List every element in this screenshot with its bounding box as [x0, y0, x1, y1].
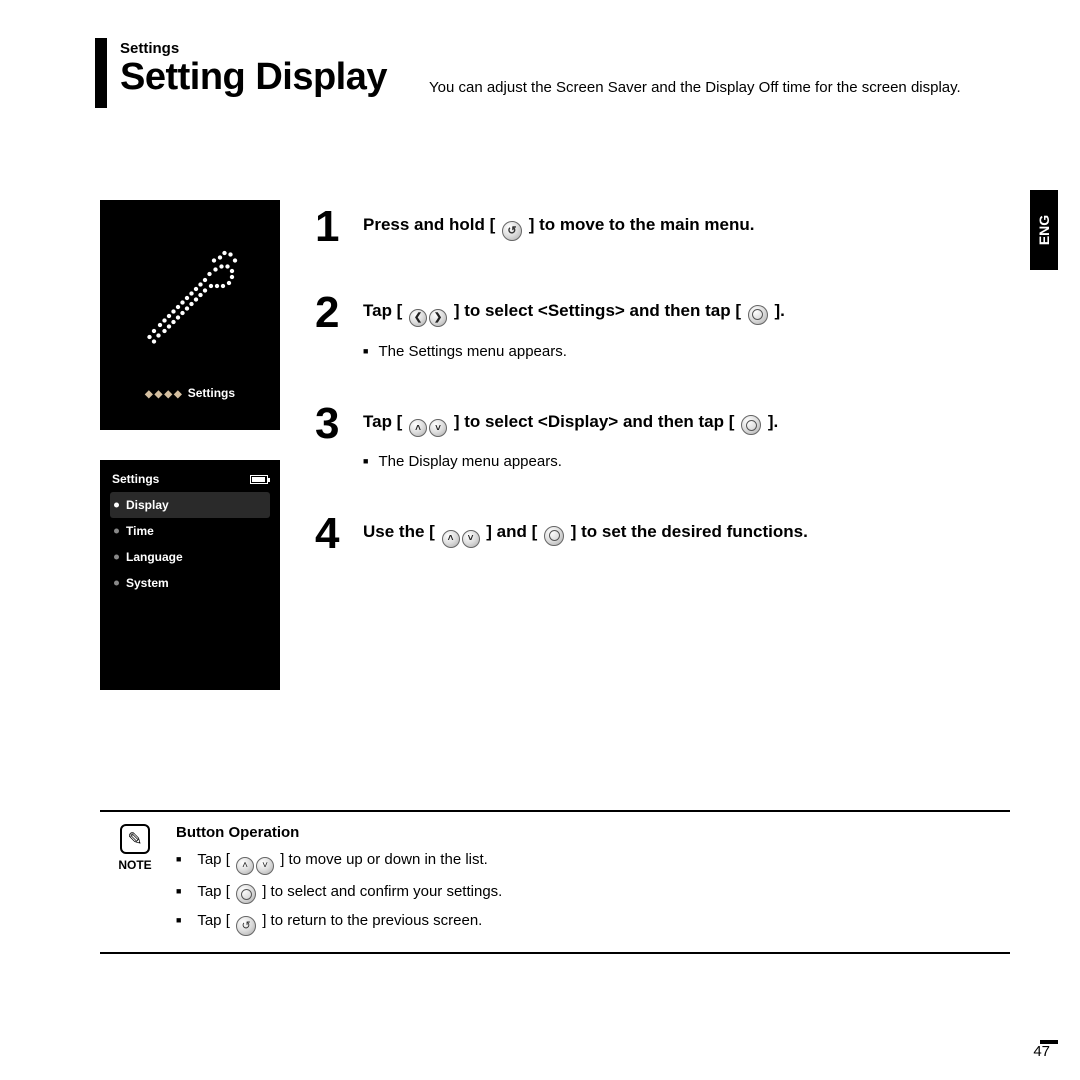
step-2: 2 Tap [ ❮❯ ] to select <Settings> and th…	[315, 291, 1015, 360]
back-icon: ↺	[502, 221, 522, 241]
step-number: 4	[315, 512, 355, 556]
note-block: ✎ NOTE Button Operation Tap [ ˄˅ ] to mo…	[100, 810, 1010, 954]
note-label: NOTE	[100, 858, 170, 872]
step-4: 4 Use the [ ˄˅ ] and [ ] to set the desi…	[315, 512, 1015, 556]
page-number: 47	[1033, 1043, 1050, 1060]
back-icon: ↺	[236, 916, 256, 936]
device-screenshot-icon: ◆◆◆◆Settings	[100, 200, 280, 430]
screenshot-menu-list: Display Time Language System	[102, 492, 278, 596]
step-title: Tap [ ˄˅ ] to select <Display> and then …	[363, 412, 778, 438]
wrench-icon	[114, 220, 266, 370]
page-subtitle: You can adjust the Screen Saver and the …	[429, 79, 961, 96]
menu-item: Display	[110, 492, 270, 518]
page-title: Setting Display	[120, 56, 387, 99]
step-number: 1	[315, 205, 355, 249]
note-icon: ✎	[120, 824, 150, 854]
select-icon	[741, 415, 761, 435]
step-sub: The Settings menu appears.	[363, 343, 785, 360]
step-number: 2	[315, 291, 355, 360]
select-icon	[236, 884, 256, 904]
select-icon	[544, 526, 564, 546]
select-icon	[748, 305, 768, 325]
screenshot-caption: ◆◆◆◆Settings	[114, 386, 266, 400]
breadcrumb: Settings	[120, 40, 179, 57]
up-down-icon: ˄˅	[409, 419, 447, 437]
step-1: 1 Press and hold [ ↺ ] to move to the ma…	[315, 205, 1015, 249]
battery-icon	[250, 475, 268, 484]
menu-item: Time	[110, 518, 270, 544]
device-screenshot-menu: Settings Display Time Language System	[100, 460, 280, 690]
menu-item: System	[110, 570, 270, 596]
up-down-icon: ˄˅	[236, 857, 274, 875]
step-sub: The Display menu appears.	[363, 453, 778, 470]
language-tab: ENG	[1030, 190, 1058, 270]
note-item: Tap [ ] to select and confirm your setti…	[176, 883, 1010, 905]
step-title: Use the [ ˄˅ ] and [ ] to set the desire…	[363, 522, 808, 548]
step-title: Tap [ ❮❯ ] to select <Settings> and then…	[363, 301, 785, 327]
note-heading: Button Operation	[176, 824, 1010, 841]
menu-item: Language	[110, 544, 270, 570]
up-down-icon: ˄˅	[442, 530, 480, 548]
header-vertical-rule	[95, 38, 107, 108]
step-title: Press and hold [ ↺ ] to move to the main…	[363, 215, 754, 241]
note-item: Tap [ ↺ ] to return to the previous scre…	[176, 912, 1010, 936]
step-3: 3 Tap [ ˄˅ ] to select <Display> and the…	[315, 402, 1015, 471]
left-right-icon: ❮❯	[409, 309, 447, 327]
note-item: Tap [ ˄˅ ] to move up or down in the lis…	[176, 851, 1010, 875]
screenshot-menu-title: Settings	[112, 472, 159, 486]
step-number: 3	[315, 402, 355, 471]
